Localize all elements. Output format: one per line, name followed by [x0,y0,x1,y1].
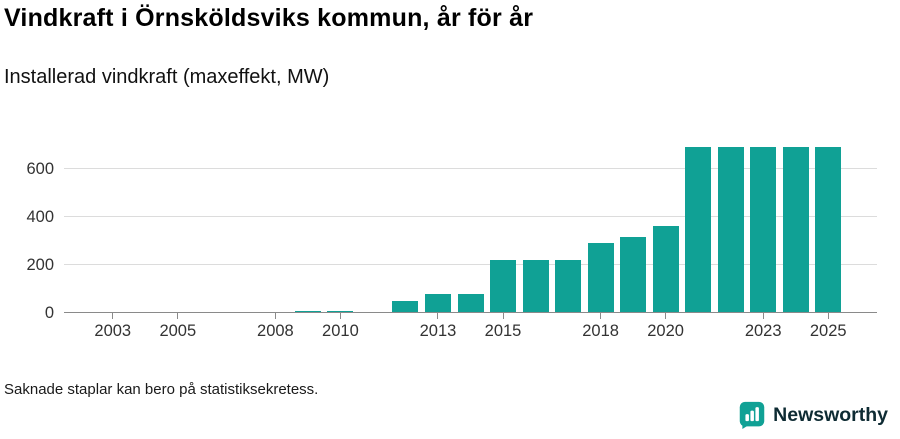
footer-note: Saknade staplar kan bero på statistiksek… [4,381,319,398]
newsworthy-logo-icon [738,400,766,430]
x-tick-label: 2013 [419,322,457,340]
x-tick-mark [177,313,179,319]
bar [652,226,679,313]
x-tick-mark [274,313,276,319]
x-tick-mark [437,313,439,319]
x-tick-mark [762,313,764,319]
gridline [64,215,877,217]
bar [587,243,614,313]
gridline [64,167,877,169]
plot-area: 0 200 400 600 2003 2005 2008 2010 2013 2015 2018 20… [26,135,877,340]
y-tick-label: 600 [26,159,54,178]
bar [750,147,777,313]
x-axis-line [64,312,877,313]
bar [782,147,809,313]
x-tick-label: 2008 [257,322,294,340]
x-tick-mark [600,313,602,319]
bar [717,147,744,313]
bar [522,260,549,313]
bar [685,147,712,313]
bar [392,300,419,313]
y-tick-label: 0 [44,304,54,322]
x-tick-label: 2018 [582,322,619,340]
brand-name: Newsworthy [773,403,888,426]
bar [815,147,842,313]
x-tick-label: 2005 [159,322,197,340]
bar [457,294,484,313]
gridline [64,263,877,265]
x-tick-label: 2023 [744,322,782,340]
x-tick-mark [112,313,114,319]
bar [490,260,517,313]
x-tick-mark [339,313,341,319]
x-tick-mark [827,313,829,319]
y-tick-label: 200 [26,255,54,274]
y-tick-label: 400 [26,207,54,226]
x-tick-label: 2003 [94,322,132,340]
page-title: Vindkraft i Örnsköldsviks kommun, år för… [4,4,534,32]
bar [555,260,582,313]
x-tick-mark [502,313,504,319]
bar [620,237,647,313]
brand-logo: Newsworthy [738,400,888,430]
bar [424,294,451,313]
x-tick-label: 2015 [484,322,522,340]
chart-subtitle: Installerad vindkraft (maxeffekt, MW) [4,66,330,88]
x-tick-mark [665,313,667,319]
x-tick-label: 2020 [647,322,684,340]
x-tick-label: 2010 [322,322,359,340]
x-tick-label: 2025 [809,322,847,340]
